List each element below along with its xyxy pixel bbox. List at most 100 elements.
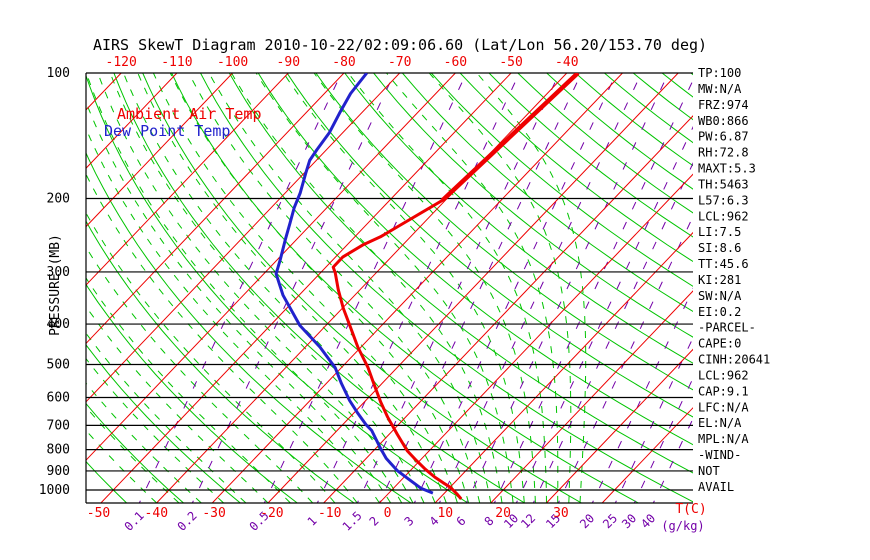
moist-adiabat-line	[86, 73, 403, 503]
dry-adiabat-line	[86, 74, 468, 503]
dry-adiabat-line	[228, 73, 693, 474]
mixing-ratio-tick-label: 30	[619, 511, 639, 531]
moist-adiabat-line	[86, 173, 358, 503]
mixing-ratio-unit-label: (g/kg)	[661, 519, 704, 533]
page-title: AIRS SkewT Diagram 2010-10-22/02:09:06.6…	[93, 36, 707, 54]
dry-adiabat-line	[286, 73, 693, 418]
stats-item: PW:6.87	[698, 130, 749, 144]
pressure-tick-label: 400	[47, 317, 70, 332]
pressure-axis-title: PRESSURE (MB)	[48, 234, 63, 336]
dry-adiabat-line	[86, 151, 412, 503]
legend-dew-point-temp: Dew Point Temp	[104, 122, 230, 140]
bottom-temp-tick-label: 10	[437, 506, 453, 521]
moist-adiabat-line	[86, 127, 380, 503]
mixing-ratio-line	[378, 73, 582, 503]
dry-adiabat-line	[488, 73, 693, 238]
mixing-ratio-line	[591, 287, 693, 503]
stats-item: MW:N/A	[698, 82, 742, 96]
stats-item: EI:0.2	[698, 305, 741, 319]
isotherm-line	[100, 73, 512, 503]
top-temp-tick-label: -80	[332, 55, 355, 70]
pressure-tick-label: 500	[47, 357, 70, 372]
stats-item: CINH:20641	[698, 353, 770, 367]
mixing-ratio-tick-label: 0.1	[122, 509, 147, 534]
moist-adiabat-line	[255, 73, 514, 503]
isotherm-line	[601, 407, 693, 503]
isotherm-line	[86, 73, 178, 169]
isotherm-line	[323, 115, 693, 503]
isotherm-line	[546, 348, 693, 503]
top-temp-tick-label: -60	[444, 55, 467, 70]
mixing-ratio-line	[263, 73, 467, 503]
dry-adiabat-line	[86, 283, 298, 503]
mixing-ratio-tick-label: 2	[367, 514, 382, 529]
stats-item: LI:7.5	[698, 225, 741, 239]
dry-adiabat-line	[86, 402, 184, 503]
mixing-ratio-line	[356, 73, 560, 503]
isotherm-line	[86, 73, 233, 228]
isotherm-line	[434, 231, 693, 503]
stats-item: CAPE:0	[698, 337, 741, 351]
stats-item: -PARCEL-	[698, 321, 756, 335]
stats-item: SW:N/A	[698, 289, 742, 303]
isotherm-line	[86, 73, 345, 345]
bottom-temp-tick-label: -50	[87, 506, 110, 521]
mixing-ratio-line	[515, 125, 693, 503]
dry-adiabat-line	[200, 73, 693, 503]
stats-item: RH:72.8	[698, 146, 749, 160]
stats-item: MAXT:5.3	[698, 162, 756, 176]
mixing-ratio-line	[191, 73, 395, 503]
dry-adiabat-line	[171, 73, 639, 503]
stats-item: LCL:962	[698, 368, 749, 382]
dry-adiabat-line	[344, 73, 693, 364]
temperature-curve	[331, 73, 579, 500]
mixing-ratio-line	[138, 73, 342, 503]
top-temp-tick-label: -110	[161, 55, 192, 70]
pressure-tick-label: 900	[47, 464, 70, 479]
bottom-temp-tick-label: 20	[495, 506, 511, 521]
mixing-ratio-tick-label: 0.2	[175, 509, 200, 534]
stats-item: LCL:962	[698, 209, 749, 223]
moist-adiabat-line	[283, 73, 525, 503]
pressure-tick-label: 700	[47, 418, 70, 433]
top-temp-tick-label: -40	[555, 55, 578, 70]
pressure-tick-label: 300	[47, 265, 70, 280]
top-temp-tick-label: -70	[388, 55, 411, 70]
mixing-ratio-tick-label: 20	[577, 511, 597, 531]
moist-adiabat-line	[386, 73, 559, 503]
dry-adiabat-line	[546, 73, 693, 190]
stats-item: SI:8.6	[698, 241, 741, 255]
top-temp-tick-label: -100	[217, 55, 248, 70]
top-temp-tick-label: -50	[499, 55, 522, 70]
dry-adiabat-line	[661, 73, 693, 98]
mixing-ratio-tick-label: 40	[638, 511, 658, 531]
mixing-ratio-line	[316, 73, 520, 503]
stats-item: AVAIL	[698, 480, 734, 494]
bottom-temp-tick-label: -20	[260, 506, 283, 521]
pressure-tick-label: 1000	[39, 483, 70, 498]
dry-adiabat-line	[459, 73, 693, 263]
mixing-ratio-tick-label: 6	[454, 514, 469, 529]
legend-ambient-air-temp: Ambient Air Temp	[117, 105, 262, 123]
isotherm-line	[86, 73, 289, 286]
pressure-tick-label: 200	[47, 192, 70, 207]
isotherm-line	[86, 73, 401, 403]
stats-item: KI:281	[698, 273, 741, 287]
dry-adiabat-line	[373, 73, 693, 338]
temperature-curve-upper-bold	[440, 73, 580, 202]
pressure-tick-label: 100	[47, 66, 70, 81]
stats-item: CAP:9.1	[698, 384, 749, 398]
bottom-temp-tick-label: 30	[553, 506, 569, 521]
moist-adiabat-line	[476, 73, 587, 503]
dry-adiabat-line	[142, 73, 582, 503]
mixing-ratio-tick-label: 1.5	[340, 509, 365, 534]
mixing-ratio-line	[438, 73, 642, 503]
dry-adiabat-line	[86, 344, 241, 503]
stats-item: FRZ:974	[698, 98, 749, 112]
mixing-ratio-line	[652, 417, 693, 503]
stats-item: NOT	[698, 464, 720, 478]
bottom-temp-tick-label: -30	[202, 506, 225, 521]
stats-item: -WIND-	[698, 448, 741, 462]
moist-adiabat-line	[169, 73, 470, 503]
